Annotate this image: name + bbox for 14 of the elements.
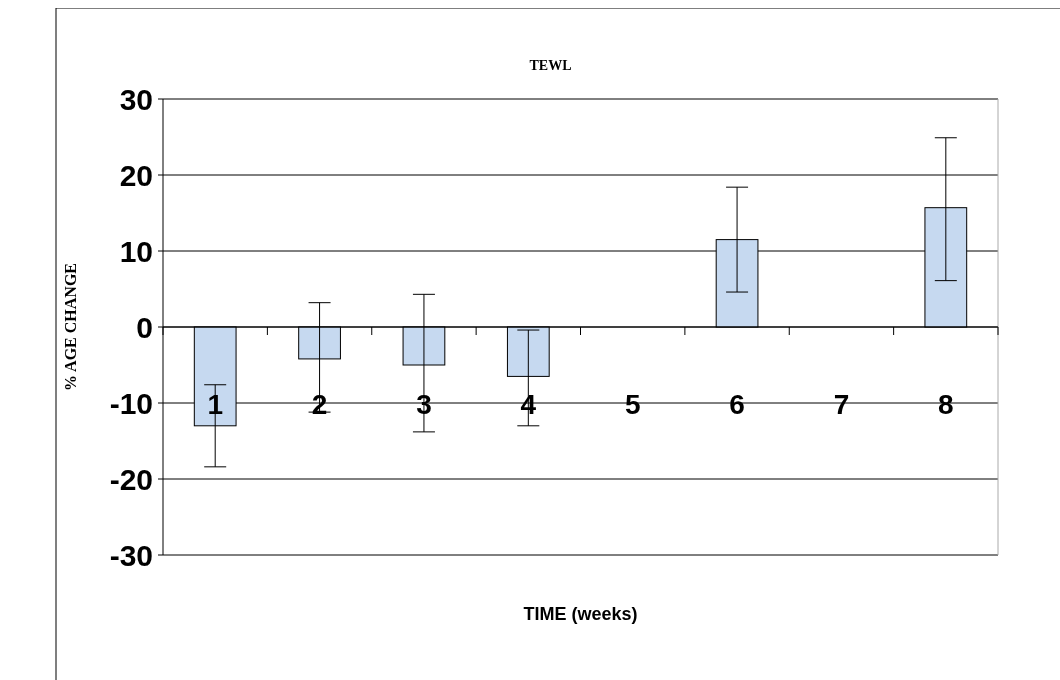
y-tick-label: 20 [119,158,153,192]
x-axis-title: TIME (weeks) [523,604,638,624]
y-tick-label: 0 [136,310,153,344]
chart-title: TEWL [529,58,572,73]
x-tick-label: 7 [833,389,850,420]
x-tick-label: 8 [938,389,954,420]
y-tick-label: 30 [119,82,153,116]
x-tick-label: 5 [624,389,641,420]
x-tick-label: 6 [729,389,745,420]
y-tick-label: -30 [109,538,153,572]
y-axis-title: % AGE CHANGE [62,262,79,392]
y-tick-label: 10 [119,234,153,268]
y-tick-label: -20 [109,462,153,496]
y-tick-label: -10 [109,386,153,420]
